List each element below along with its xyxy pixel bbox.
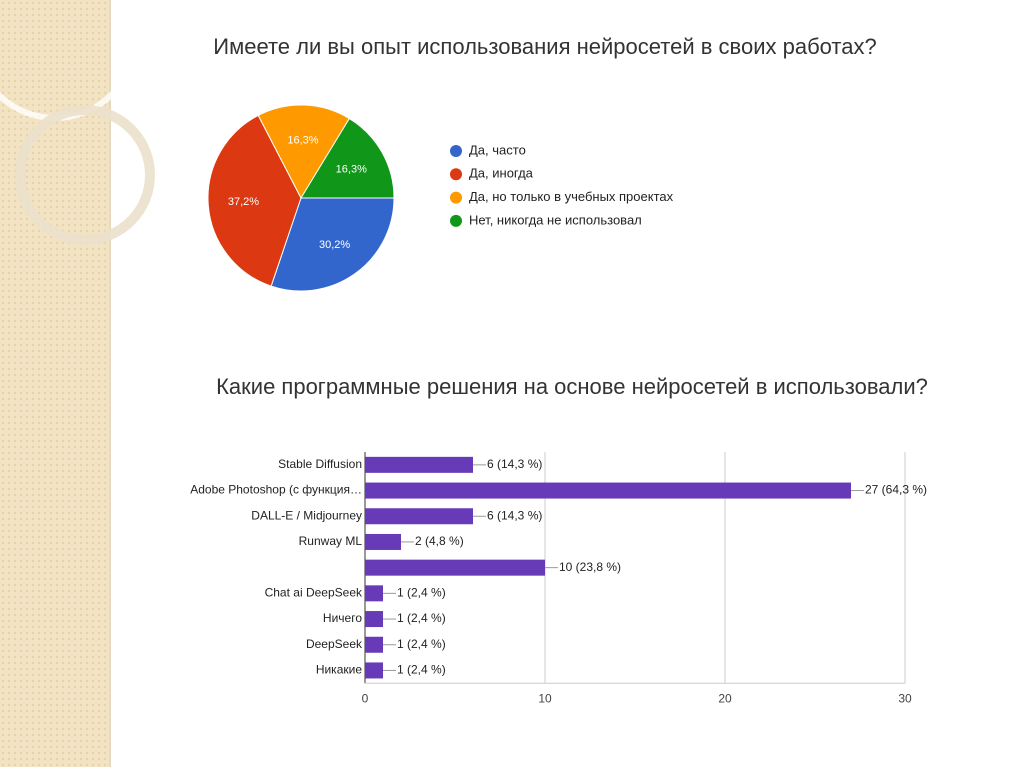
pie-slice (300, 117, 395, 199)
bar (365, 611, 383, 628)
legend-marker (450, 191, 462, 204)
chart-title: Какие программные решения на основе нейр… (216, 374, 928, 399)
bar (365, 482, 851, 499)
slice-label: 16,3% (287, 134, 318, 146)
legend-marker (450, 214, 462, 227)
side-strip (0, 0, 110, 767)
value-label: 6 (14,3 %) (487, 457, 542, 471)
legend-marker (450, 145, 462, 157)
deco-circle (15, 105, 155, 245)
bar (365, 508, 473, 525)
bar (365, 636, 383, 653)
x-tick-label: 20 (718, 691, 732, 705)
chart-title: Имеете ли вы опыт использования нейросет… (213, 34, 876, 59)
slice-label: 37,2% (228, 196, 259, 208)
value-label: 1 (2,4 %) (397, 611, 446, 625)
value-label: 1 (2,4 %) (397, 586, 446, 600)
value-label: 27 (64,3 %) (865, 483, 927, 497)
y-tick-label: Adobe Photoshop (с функция… (190, 483, 362, 497)
bar (365, 585, 383, 602)
bar (365, 533, 401, 550)
value-label: 10 (23,8 %) (559, 560, 621, 574)
pie-slice (270, 197, 395, 292)
y-tick-label: DeepSeek (306, 637, 363, 651)
x-tick-label: 0 (362, 691, 369, 705)
value-label: 2 (4,8 %) (415, 534, 464, 548)
legend-label: Да, иногда (469, 166, 534, 181)
legend-label: Да, но только в учебных проектах (469, 189, 674, 204)
pie-chart: 30,2% Да, часто 37,2% Да, иногда 16,3% Да, но… (207, 104, 674, 292)
value-label: 6 (14,3 %) (487, 508, 542, 522)
y-tick-label: Runway ML (299, 534, 363, 548)
slice-label: 16,3% (336, 164, 367, 176)
slice-label: 30,2% (319, 239, 350, 251)
legend-marker (450, 168, 462, 181)
x-tick-label: 30 (898, 691, 912, 705)
value-label: 1 (2,4 %) (397, 637, 446, 651)
pie-slice (257, 104, 351, 200)
y-tick-label: Ничего (323, 611, 362, 625)
y-tick-label: Chat ai DeepSeek (265, 586, 363, 600)
y-tick-label: Stable Diffusion (278, 457, 362, 471)
y-tick-label: DALL-E / Midjourney (251, 508, 362, 522)
y-tick-label: Никакие (316, 663, 363, 677)
pie-slice (207, 114, 302, 287)
bar (365, 456, 473, 473)
legend-label: Да, часто (469, 142, 526, 157)
legend-label: Нет, никогда не использовал (469, 212, 642, 227)
bar (365, 559, 545, 576)
bar-chart: 0 10 20 30 Stable Diffusion 6 (14,3 %) Adobe P… (190, 452, 927, 705)
bar (365, 662, 383, 679)
value-label: 1 (2,4 %) (397, 663, 446, 677)
x-tick-label: 10 (538, 691, 552, 705)
